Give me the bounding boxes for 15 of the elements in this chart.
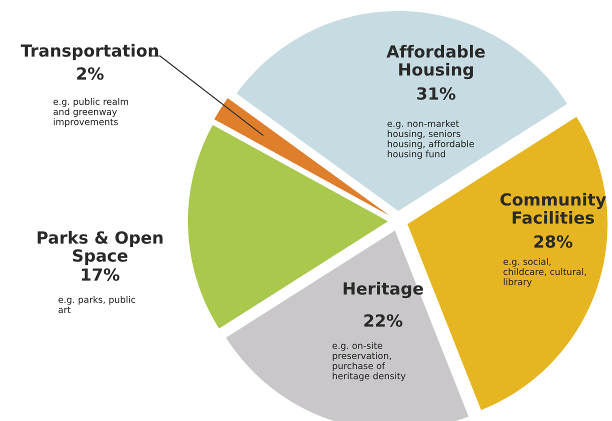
data-label: 17% [82, 268, 120, 281]
data-label: 28% [534, 235, 572, 248]
slice-label: Affordable Housing [386, 44, 485, 80]
data-label: 2% [77, 67, 104, 80]
text: e.g. parks, public art [58, 296, 136, 314]
text: e.g. non-market housing, seniors housing, affordable housing fund [388, 120, 474, 160]
text: e.g. public realm and greenway improvements [54, 98, 128, 127]
slice-label: Heritage [344, 282, 424, 298]
slice-label: Community Facilities [500, 192, 606, 224]
data-label: 22% [364, 314, 402, 327]
data-label: 31% [417, 87, 456, 100]
text: e.g. on-site preservation, purchase of heritage density [332, 342, 406, 382]
text: e.g. social, childcare, cultural, library [504, 258, 586, 287]
slice-label: Parks & Open Space [38, 230, 163, 266]
slice-label: Transportation [20, 44, 158, 60]
